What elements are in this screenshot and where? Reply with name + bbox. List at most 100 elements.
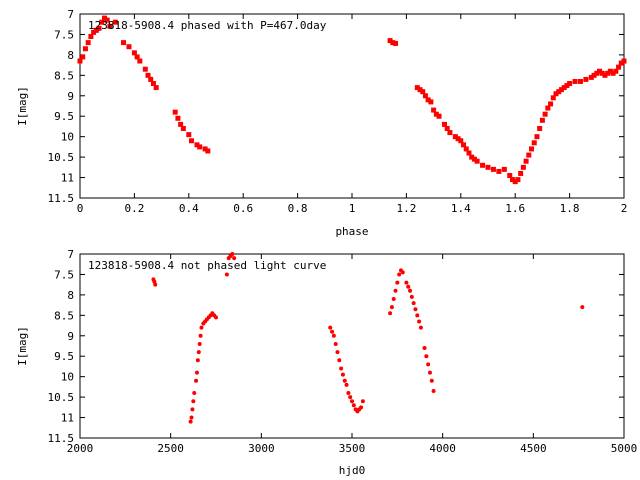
data-point xyxy=(195,358,200,363)
data-point xyxy=(455,136,461,142)
data-point xyxy=(545,105,551,111)
data-point xyxy=(328,325,333,330)
data-point xyxy=(610,70,616,76)
y-tick-label: 8 xyxy=(67,49,74,62)
data-point xyxy=(520,164,526,170)
data-point xyxy=(480,162,486,168)
data-point xyxy=(191,399,196,404)
data-point xyxy=(337,358,342,363)
data-point xyxy=(339,366,344,371)
data-point xyxy=(577,78,583,84)
data-point xyxy=(548,101,554,107)
data-point xyxy=(230,252,235,256)
data-points xyxy=(77,15,627,185)
y-axis-label: I[mag] xyxy=(16,326,29,366)
data-point xyxy=(395,280,400,285)
data-point xyxy=(232,256,237,261)
data-point xyxy=(474,158,480,164)
x-tick-label: 4500 xyxy=(520,442,547,455)
data-point xyxy=(344,382,349,387)
data-point xyxy=(485,164,491,170)
data-point xyxy=(82,46,88,52)
data-point xyxy=(591,72,597,78)
data-point xyxy=(458,138,464,144)
data-point xyxy=(340,372,345,377)
data-point xyxy=(424,354,429,359)
data-point xyxy=(199,325,204,330)
data-point xyxy=(153,282,158,287)
data-point xyxy=(534,134,540,140)
x-axis-label: hjd0 xyxy=(339,464,366,477)
data-point xyxy=(550,95,556,101)
data-point xyxy=(425,97,431,103)
data-point xyxy=(408,288,413,293)
x-tick-label: 2000 xyxy=(67,442,94,455)
data-point xyxy=(583,76,589,82)
data-point xyxy=(526,152,532,158)
data-point xyxy=(431,388,436,393)
phased-light-curve-chart: 0 0.2 0.4 0.6 0.8 1 1.2 1.4 1.6 1.8 2 7 7.5 8 8.5 9 9.5… xyxy=(16,8,627,238)
data-point xyxy=(507,173,513,179)
data-point xyxy=(428,99,434,105)
chart-title: 123818-5908.4 not phased light curve xyxy=(88,259,326,272)
data-point xyxy=(175,115,181,121)
data-point xyxy=(188,419,193,424)
data-point xyxy=(463,146,469,152)
data-point xyxy=(411,301,416,306)
data-point xyxy=(178,121,184,127)
data-point xyxy=(137,58,143,64)
data-point xyxy=(186,132,192,138)
data-point xyxy=(469,154,475,160)
y-tick-label: 10.5 xyxy=(48,391,75,404)
data-point xyxy=(607,68,613,74)
data-point xyxy=(422,93,428,99)
data-point xyxy=(88,33,94,39)
data-point xyxy=(148,76,154,82)
data-point xyxy=(99,19,105,25)
data-point xyxy=(441,121,447,127)
data-point xyxy=(350,399,354,404)
data-point xyxy=(330,329,335,334)
x-tick-label: 1.6 xyxy=(505,202,525,215)
x-tick-label: 5000 xyxy=(611,442,638,455)
x-tick-label: 3500 xyxy=(339,442,366,455)
data-point xyxy=(331,333,336,338)
data-point xyxy=(602,72,608,78)
data-point xyxy=(594,70,600,76)
x-axis-ticks: 2000 2500 3000 3500 4000 4500 5000 xyxy=(67,254,638,455)
data-point xyxy=(107,23,113,29)
data-point xyxy=(393,288,398,293)
data-point xyxy=(580,305,585,310)
data-point xyxy=(509,177,515,183)
data-point xyxy=(418,325,423,330)
y-tick-label: 10 xyxy=(61,371,74,384)
x-tick-label: 0.4 xyxy=(179,202,199,215)
data-point xyxy=(202,146,208,152)
data-point xyxy=(390,40,396,46)
data-point xyxy=(91,29,97,35)
x-tick-label: 1.4 xyxy=(451,202,471,215)
data-point xyxy=(93,27,99,33)
y-tick-label: 9.5 xyxy=(54,110,74,123)
data-point xyxy=(447,130,453,136)
y-tick-label: 7 xyxy=(67,8,74,21)
data-point xyxy=(561,85,567,91)
data-point xyxy=(342,378,347,383)
x-tick-label: 0 xyxy=(77,202,84,215)
data-point xyxy=(415,313,420,318)
x-tick-label: 4000 xyxy=(429,442,456,455)
data-point xyxy=(417,319,422,324)
plot-frame xyxy=(79,253,625,439)
y-tick-label: 10.5 xyxy=(48,151,75,164)
data-point xyxy=(413,307,418,312)
data-point xyxy=(542,111,548,117)
data-point xyxy=(80,54,86,60)
data-point xyxy=(490,166,496,172)
y-tick-label: 7 xyxy=(67,248,74,261)
data-point xyxy=(77,58,83,64)
data-point xyxy=(348,395,353,400)
data-point xyxy=(404,280,409,285)
data-point xyxy=(553,91,559,97)
data-point xyxy=(406,284,411,289)
y-tick-label: 11 xyxy=(61,412,74,425)
